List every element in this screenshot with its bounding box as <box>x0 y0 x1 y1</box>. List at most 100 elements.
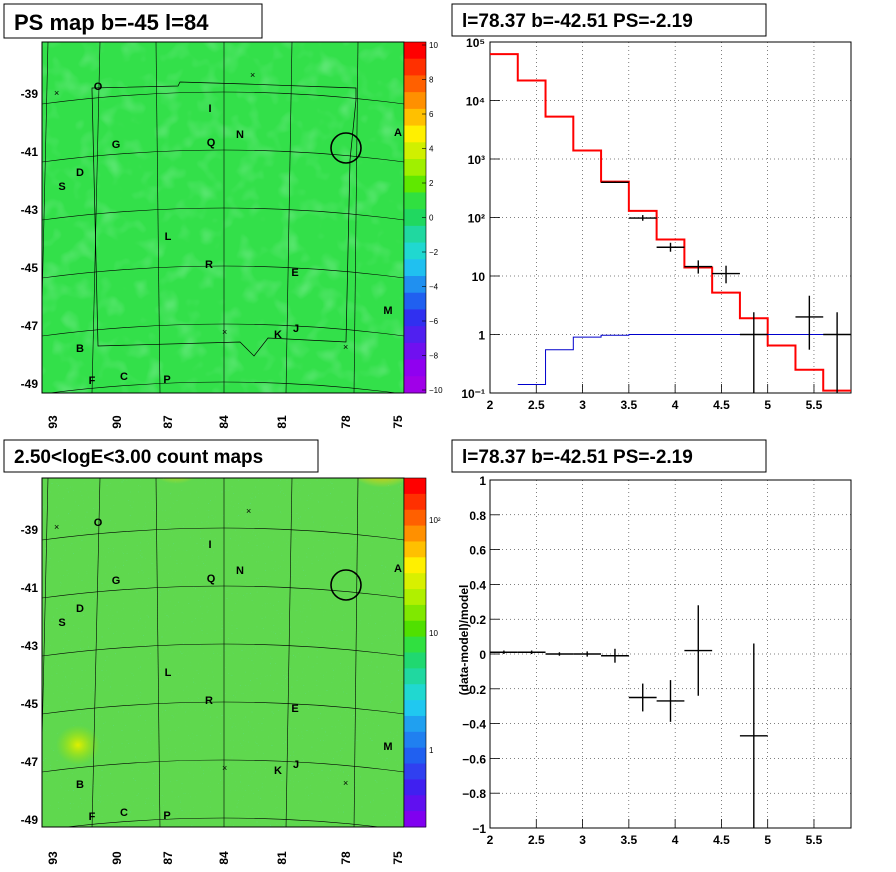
count-map-source-label: N <box>236 565 244 577</box>
count-map-palette-swatch <box>404 478 426 495</box>
residual-x-tick: 3 <box>579 833 586 847</box>
residual-x-tick: 3.5 <box>621 833 638 847</box>
spectrum-panel: l=78.37 b=-42.51 PS=-2.19 2 2.5 3 3.5 4 4.5 5 5… <box>451 3 852 412</box>
spectrum-data-point <box>823 312 851 393</box>
spectrum-data-point <box>601 181 629 183</box>
count-map-palette-tick: 1 <box>429 746 434 755</box>
ps-map-y-tick: -49 <box>21 377 39 391</box>
ps-map-lon-line <box>91 42 101 393</box>
spectrum-x-tick: 4 <box>672 398 679 412</box>
residual-x-tick: 4 <box>672 833 679 847</box>
count-map-x-tick: 87 <box>161 851 175 865</box>
ps-map-source-label: A <box>394 127 402 139</box>
count-map-source-label: D <box>76 603 84 615</box>
count-map-palette-swatch <box>404 763 426 780</box>
ps-map-texture <box>42 42 404 393</box>
ps-map-target-circle <box>330 132 362 164</box>
count-map-hotspot <box>146 478 206 508</box>
ps-map-roi-outline <box>91 81 357 357</box>
ps-map-palette-swatch <box>404 359 426 377</box>
spectrum-x-tick: 3.5 <box>621 398 638 412</box>
spectrum-x-tick: 5 <box>764 398 771 412</box>
count-map-lon-line <box>353 478 359 827</box>
ps-map-source-label: O <box>94 81 103 93</box>
spectrum-series <box>490 53 851 393</box>
ps-map-x-tick: 84 <box>217 415 231 429</box>
spectrum-data-point <box>739 312 768 393</box>
ps-map-lat-line <box>42 265 404 279</box>
count-map-source-label: M <box>383 741 392 753</box>
count-map-palette-swatch <box>404 493 426 511</box>
ps-map-palette-tick: −6 <box>429 317 439 326</box>
ps-map-y-tick: -45 <box>21 261 39 275</box>
ps-map-palette-swatch <box>404 159 426 177</box>
ps-map-marker: × <box>250 70 255 80</box>
ps-map-lat-line <box>47 381 399 393</box>
count-map-y-tick: -39 <box>21 523 39 537</box>
count-map-texture <box>42 478 404 827</box>
residual-data-point <box>601 648 629 663</box>
spectrum-y-tick: 10⁵ <box>466 36 485 50</box>
residual-x-tick: 2.5 <box>528 833 545 847</box>
count-map-palette-swatch <box>404 795 426 812</box>
ps-map-source-label: R <box>205 259 213 271</box>
ps-map-lon-line <box>353 42 359 393</box>
spectrum-data-point <box>628 215 657 221</box>
residual-x-tick: 5 <box>764 833 771 847</box>
ps-map-title: PS map b=-45 l=84 <box>14 10 209 35</box>
ps-map-x-tick: 87 <box>161 415 175 429</box>
residual-grid <box>489 480 851 828</box>
count-map-y-tick: -41 <box>21 581 39 595</box>
ps-map-source-label: E <box>291 267 298 279</box>
count-map-palette-swatch <box>404 668 426 685</box>
count-map-source-label: R <box>205 695 213 707</box>
count-map-source-label: B <box>76 779 84 791</box>
count-map-source-label: J <box>293 759 299 771</box>
ps-map-lon-line <box>155 42 161 393</box>
residual-y-tick: 0.2 <box>469 613 486 627</box>
count-map-lat-line <box>63 817 383 827</box>
ps-map-palette-tick: 8 <box>429 76 434 85</box>
spectrum-axis-ticks: 2 2.5 3 3.5 4 4.5 5 5.5 10⁻¹ 1 10 10² 10³ 10⁴ 10⁵ <box>461 36 822 412</box>
count-map-palette-swatch <box>404 747 426 765</box>
ps-map-marker: × <box>54 88 59 98</box>
ps-map-source-label: I <box>208 103 211 115</box>
ps-map-lat-line <box>42 323 404 337</box>
ps-map-palette-tick: 4 <box>429 145 434 154</box>
ps-map-x-tick: 75 <box>391 415 405 429</box>
ps-map-lon-line <box>285 42 293 393</box>
ps-map-x-tick: 93 <box>46 415 60 429</box>
ps-map-source-label: H <box>72 416 80 428</box>
count-map-source-label: K <box>274 765 282 777</box>
ps-map-palette-swatch <box>404 92 426 110</box>
count-map-x-tick: 75 <box>391 851 405 865</box>
ps-map-palette-tick: 2 <box>429 179 434 188</box>
count-map-y-tick: -43 <box>21 639 39 653</box>
residual-data-point <box>490 650 518 654</box>
ps-map-y-tick: -41 <box>21 145 39 159</box>
count-map-lon-line <box>285 478 293 827</box>
residual-data-point <box>573 651 602 657</box>
ps-map-palette-tick: 0 <box>429 214 434 223</box>
ps-map-palette-swatch <box>404 259 426 277</box>
count-map-palette-swatch <box>404 541 426 558</box>
count-map-lon-line <box>91 478 101 827</box>
spectrum-title: l=78.37 b=-42.51 PS=-2.19 <box>462 11 693 32</box>
ps-map-palette-swatch <box>404 292 426 310</box>
residual-x-tick: 4.5 <box>713 833 730 847</box>
ps-map-palette-tick: −10 <box>429 386 443 395</box>
ps-map-source-label: J <box>293 323 299 335</box>
count-map-x-tick: 81 <box>275 851 289 865</box>
ps-map-palette-swatch <box>404 142 426 160</box>
count-map-palette-swatch <box>404 573 426 590</box>
count-map-source-label: C <box>120 807 128 819</box>
spectrum-data-point <box>712 265 740 284</box>
ps-map-palette-swatch <box>404 225 426 244</box>
count-map-palette-swatch <box>404 779 426 796</box>
spectrum-data-point <box>684 260 713 274</box>
ps-map-source-label: K <box>274 329 282 341</box>
count-map-marker: × <box>343 778 348 788</box>
ps-map-palette-swatch <box>404 75 426 93</box>
spectrum-x-tick: 5.5 <box>806 398 823 412</box>
count-map-y-tick: -47 <box>21 755 39 769</box>
